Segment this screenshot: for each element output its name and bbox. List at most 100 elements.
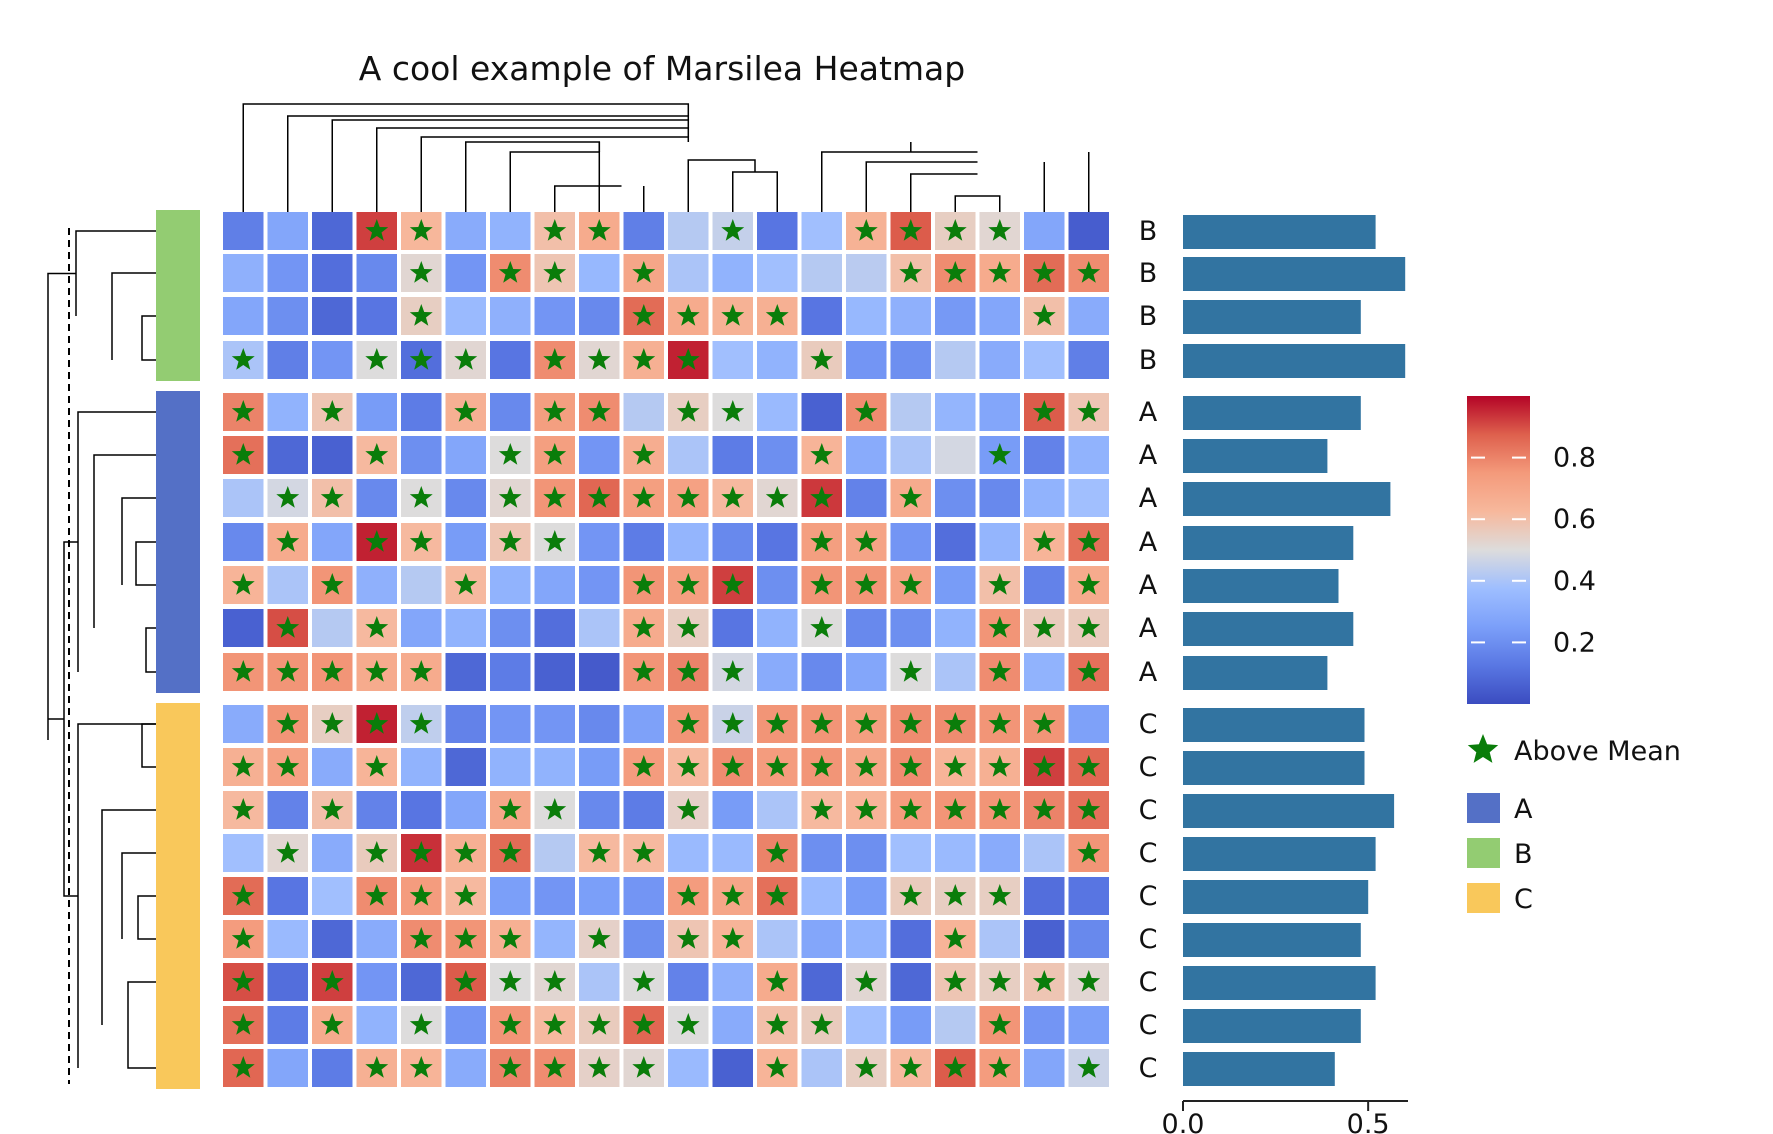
heatmap-cell (1068, 479, 1109, 517)
heatmap-cell (712, 341, 753, 379)
above-mean-star (365, 348, 389, 370)
heatmap-cell (1024, 479, 1065, 517)
heatmap-cell (979, 393, 1020, 431)
row-label: C (1139, 1010, 1158, 1041)
dendrogram-link (75, 230, 156, 316)
above-mean-star (899, 755, 923, 777)
heatmap-cell (801, 1049, 842, 1087)
above-mean-markers (231, 219, 1101, 1078)
heatmap-cell (356, 791, 397, 829)
above-mean-star (854, 712, 878, 734)
heatmap-cell (846, 479, 887, 517)
legend-swatch-C (1467, 883, 1500, 913)
above-mean-star (320, 970, 344, 992)
heatmap-cell (223, 523, 264, 561)
heatmap-cell (534, 834, 575, 872)
group-color-bars (156, 210, 200, 1089)
heatmap-cell (846, 653, 887, 691)
heatmap-cell (1024, 834, 1065, 872)
heatmap-cell (757, 653, 798, 691)
above-mean-star (409, 884, 433, 906)
row-label: C (1139, 752, 1158, 783)
heatmap-cell (1024, 341, 1065, 379)
heatmap-cell (890, 609, 931, 647)
heatmap-cell (312, 748, 353, 786)
heatmap-cell (267, 436, 308, 474)
heatmap-cell (445, 791, 486, 829)
above-mean-star (632, 616, 656, 638)
above-mean-star (409, 841, 433, 863)
heatmap-cell (979, 920, 1020, 958)
above-mean-star (632, 348, 656, 370)
heatmap-cell (312, 254, 353, 292)
dendrogram-link (47, 272, 76, 740)
above-mean-star (899, 798, 923, 820)
above-mean-star (543, 970, 567, 992)
above-mean-star (721, 400, 745, 422)
heatmap-cell (579, 963, 620, 1001)
heatmap-cell (401, 963, 442, 1001)
above-mean-star (765, 970, 789, 992)
above-mean-star (1032, 712, 1056, 734)
row-label: A (1139, 483, 1158, 514)
heatmap-cell (445, 254, 486, 292)
above-mean-star (454, 573, 478, 595)
above-mean-star (231, 400, 255, 422)
heatmap-cell (979, 523, 1020, 561)
heatmap-cell (1068, 212, 1109, 250)
above-mean-star (943, 927, 967, 949)
heatmap-cell (267, 254, 308, 292)
dendrogram-link (101, 809, 156, 1025)
heatmap-cell (757, 341, 798, 379)
above-mean-star (721, 219, 745, 241)
above-mean-star (498, 1056, 522, 1078)
above-mean-star (1032, 400, 1056, 422)
above-mean-star (988, 616, 1012, 638)
heatmap-cell (890, 1006, 931, 1044)
row-label: B (1139, 216, 1158, 247)
above-mean-star (721, 660, 745, 682)
above-mean-star (1077, 1056, 1101, 1078)
above-mean-star (276, 755, 300, 777)
heatmap-cell (490, 297, 531, 335)
bar-axis: 0.0 0.5 (1162, 1100, 1408, 1134)
above-mean-star (498, 530, 522, 552)
above-mean-star (676, 486, 700, 508)
row-label: C (1139, 1053, 1158, 1084)
heatmap-cell (267, 1049, 308, 1087)
heatmap-cell (445, 523, 486, 561)
heatmap-cell (712, 1006, 753, 1044)
above-mean-star (810, 573, 834, 595)
heatmap-cell (846, 609, 887, 647)
dendrogram-link (509, 151, 601, 212)
heatmap-cell (223, 254, 264, 292)
heatmap-cell (1024, 877, 1065, 915)
above-mean-star (231, 1013, 255, 1035)
row-label: A (1139, 657, 1158, 688)
above-mean-star (276, 616, 300, 638)
heatmap-cell (890, 341, 931, 379)
bar-axis-tick-label: 0.5 (1347, 1109, 1390, 1134)
heatmap-cell (1068, 436, 1109, 474)
heatmap-cell (401, 609, 442, 647)
heatmap-cell (846, 254, 887, 292)
heatmap-cell (312, 523, 353, 561)
above-mean-star (543, 261, 567, 283)
row-label: A (1139, 397, 1158, 428)
colorbar-tick-label: 0.8 (1553, 443, 1596, 474)
heatmap-cell (490, 877, 531, 915)
bar (1183, 300, 1361, 334)
heatmap-cell (979, 834, 1020, 872)
dendrogram-link (127, 981, 156, 1069)
above-mean-star (1077, 970, 1101, 992)
heatmap-cell (757, 523, 798, 561)
row-label: C (1139, 709, 1158, 740)
bar (1183, 257, 1406, 291)
above-mean-star (854, 573, 878, 595)
heatmap-cell (267, 341, 308, 379)
heatmap-cell (712, 436, 753, 474)
heatmap-cell (267, 1006, 308, 1044)
heatmap-cell (846, 436, 887, 474)
